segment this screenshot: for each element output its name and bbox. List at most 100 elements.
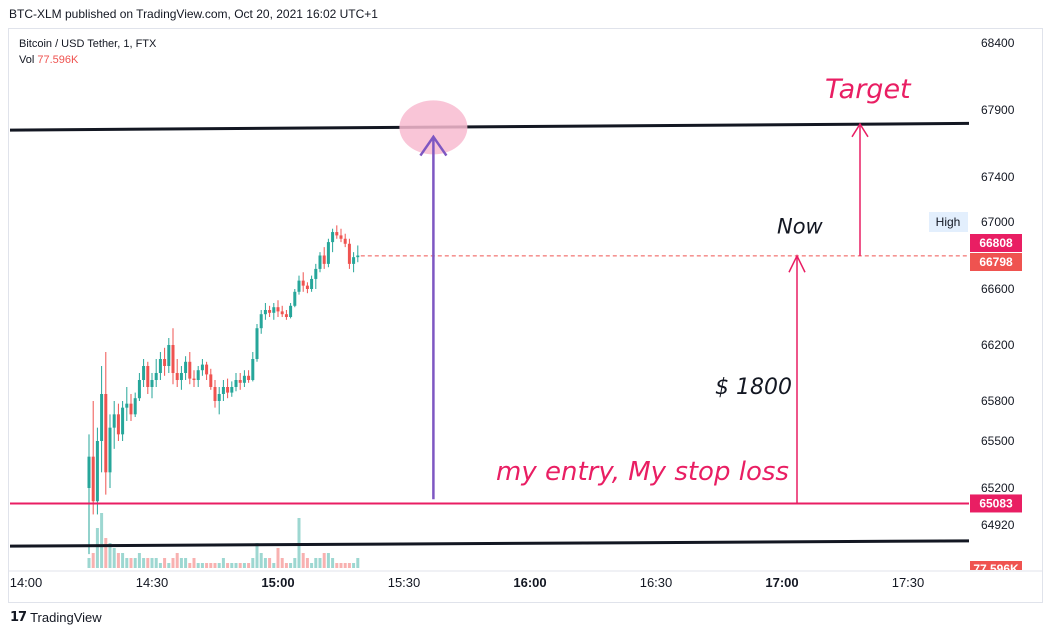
candle-body — [116, 414, 120, 435]
volume-bar — [146, 558, 150, 568]
volume-bar — [171, 558, 175, 568]
y-tick-label: 65800 — [981, 394, 1015, 408]
candle-body — [146, 366, 150, 387]
volume-bar — [95, 528, 99, 568]
entry-annotation: my entry, My stop loss — [496, 457, 789, 487]
candle-body — [314, 268, 318, 279]
candle-body — [163, 359, 167, 366]
volume-bar — [242, 563, 246, 568]
candle-body — [263, 310, 267, 315]
support-line — [9, 539, 970, 548]
candle-body — [289, 305, 293, 317]
candle-body — [280, 311, 284, 315]
candle-body — [200, 364, 204, 371]
volume-bar — [293, 558, 297, 568]
candle-body — [192, 378, 196, 380]
price-chart[interactable]: 68400 67900 67400 67000 66600 66200 65800 65500… — [0, 0, 1052, 600]
volume-bar — [226, 563, 230, 568]
volume-bar — [310, 563, 314, 568]
volume-bar — [284, 563, 288, 568]
candle-body — [129, 403, 133, 415]
price-tag-bg — [970, 494, 1022, 513]
volume-bar — [167, 563, 171, 568]
volume-bar — [184, 558, 188, 568]
distance-arrow-head — [788, 254, 806, 273]
volume-bar — [104, 538, 108, 568]
candle-body — [221, 387, 225, 394]
volume-tag-label: 77.596K — [973, 562, 1019, 576]
volume-bar — [125, 558, 129, 568]
candle-body — [230, 387, 234, 393]
candle-body — [268, 310, 272, 313]
volume-bar — [268, 558, 272, 568]
candle-body — [226, 387, 230, 393]
volume-bar — [87, 558, 91, 568]
tradingview-logo-icon: 𝟭𝟳 — [10, 609, 27, 624]
volume-bar — [200, 563, 204, 568]
volume-tag-bg — [970, 561, 1022, 570]
candle-body — [247, 375, 251, 380]
volume-bar — [205, 563, 209, 568]
volume-bar — [326, 553, 330, 568]
volume-bar — [255, 543, 259, 568]
candle-body — [158, 359, 162, 373]
y-tick-label: 67900 — [981, 103, 1015, 117]
published-header: BTC-XLM published on TradingView.com, Oc… — [9, 7, 378, 21]
candle-body — [284, 314, 288, 317]
candle-body — [205, 364, 209, 375]
now-annotation: Now — [777, 215, 824, 239]
candle-body — [137, 380, 141, 399]
purple-arrow-head — [419, 134, 448, 157]
x-tick-label: 16:00 — [513, 575, 546, 590]
candle-body — [251, 359, 255, 380]
x-tick-label: 17:00 — [765, 575, 798, 590]
chart-frame — [8, 28, 1043, 603]
volume-bar — [331, 558, 335, 568]
candle-body — [171, 345, 175, 373]
candle-body — [301, 280, 305, 286]
candle-body — [255, 328, 259, 359]
volume-bar — [213, 563, 217, 568]
candle-body — [322, 255, 326, 264]
volume-bar — [280, 558, 284, 568]
volume-bar — [121, 553, 125, 568]
candle-body — [305, 285, 309, 289]
target-arrow-head — [851, 122, 869, 138]
candle-body — [326, 242, 330, 264]
candle-body — [259, 314, 263, 329]
volume-bar — [263, 558, 267, 568]
x-tick-label: 17:30 — [892, 575, 925, 590]
x-tick-label: 14:30 — [136, 575, 169, 590]
candle-body — [217, 394, 221, 401]
candle-body — [293, 291, 297, 306]
x-tick-label: 15:00 — [261, 575, 294, 590]
volume-bar — [238, 563, 242, 568]
x-tick-label: 16:30 — [640, 575, 673, 590]
volume-bar — [247, 563, 251, 568]
volume-bar — [158, 563, 162, 568]
candle-body — [196, 370, 200, 380]
symbol-label: Bitcoin / USD Tether, 1, FTX — [19, 38, 157, 50]
candle-body — [133, 398, 137, 415]
y-tick-label: 65200 — [981, 481, 1015, 495]
volume-bar — [91, 553, 95, 568]
volume-bar — [192, 558, 196, 568]
volume-bar — [230, 563, 234, 568]
price-tag-bg — [970, 253, 1022, 271]
volume-bar — [142, 558, 146, 568]
x-tick-label: 15:30 — [388, 575, 421, 590]
footer: 𝟭𝟳 TradingView — [10, 609, 102, 625]
candle-body — [276, 307, 280, 312]
candle-body — [150, 380, 154, 387]
candle-body — [318, 255, 322, 269]
volume-bar — [318, 558, 322, 568]
candle-body — [184, 361, 188, 373]
candle-body — [343, 238, 347, 244]
volume-bar — [259, 553, 263, 568]
volume-bar — [335, 563, 339, 568]
candle-body — [272, 307, 276, 313]
candle-body — [91, 456, 95, 502]
volume-bar — [154, 558, 158, 568]
volume-bar — [276, 548, 280, 568]
volume-bar — [196, 563, 200, 568]
